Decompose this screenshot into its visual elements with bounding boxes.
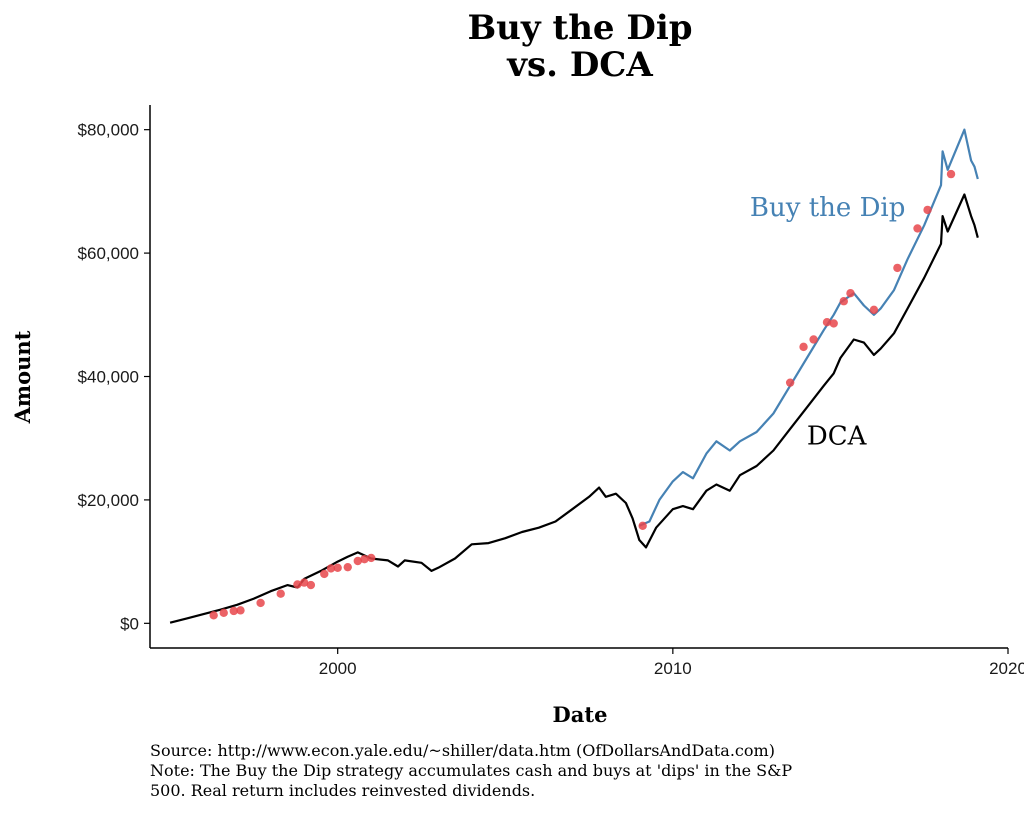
dip-point (276, 589, 285, 598)
y-tick-label: $20,000 (78, 491, 139, 510)
dip-point (923, 205, 932, 215)
dip-point (846, 288, 855, 298)
dip-point (893, 263, 902, 273)
series-label-buy-the-dip: Buy the Dip (750, 193, 905, 223)
dip-point (638, 521, 647, 531)
dip-point (320, 569, 329, 579)
series-label-dca: DCA (807, 421, 868, 451)
chart-title-line-2: vs. DCA (506, 45, 653, 85)
x-tick-label: 2000 (319, 659, 357, 678)
y-tick-label: $60,000 (78, 244, 139, 263)
x-axis-ticks: 2000 2010 2020 (319, 648, 1024, 678)
dip-point (229, 606, 238, 616)
series-labels: DCA Buy the Dip (750, 193, 905, 451)
x-axis-label: Date (553, 702, 608, 727)
footnote: Source: http://www.econ.yale.edu/~shille… (150, 741, 792, 800)
dip-point (299, 578, 309, 587)
x-tick-label: 2010 (654, 659, 692, 678)
dip-point (913, 224, 922, 233)
dip-point (306, 580, 316, 590)
y-axis-label: Amount (10, 330, 35, 424)
footnote-note-line-2: 500. Real return includes reinvested div… (150, 781, 535, 800)
y-tick-label: $0 (120, 614, 139, 633)
y-tick-label: $40,000 (78, 368, 139, 387)
dip-point (946, 169, 956, 179)
dip-point (360, 554, 369, 564)
series-line-dca (169, 193, 979, 624)
dip-point (343, 562, 352, 572)
dip-point (839, 297, 848, 306)
x-tick-label: 2020 (989, 659, 1024, 678)
series-line-buy-the-dip (638, 128, 979, 527)
dip-point (219, 608, 228, 618)
dip-point (799, 342, 808, 352)
dip-point (829, 319, 838, 328)
dip-point (326, 564, 336, 573)
dip-point (367, 553, 376, 563)
dip-point (353, 556, 362, 566)
dip-markers (209, 169, 956, 620)
y-tick-label: $80,000 (78, 121, 139, 140)
dip-point (809, 335, 818, 344)
dip-point (869, 305, 879, 315)
dip-point (293, 580, 302, 589)
dip-point (256, 598, 265, 608)
dip-point (333, 563, 342, 572)
dip-point (785, 378, 795, 387)
series-lines (169, 128, 979, 624)
dip-point (822, 318, 832, 327)
dip-point (236, 606, 245, 615)
plot-area: $0$20,000$40,000$60,000$80,000 2000 2010 2… (78, 105, 1024, 678)
y-axis-ticks: $0 $20,000 $40,000 $60,000 $80,000 (78, 121, 150, 633)
chart-title-line-1: Buy the Dip (467, 8, 692, 48)
dip-point (209, 611, 218, 620)
footnote-source: Source: http://www.econ.yale.edu/~shille… (150, 741, 775, 760)
footnote-note-line-1: Note: The Buy the Dip strategy accumulat… (150, 761, 792, 780)
chart-title: Buy the Dip vs. DCA (467, 8, 692, 85)
